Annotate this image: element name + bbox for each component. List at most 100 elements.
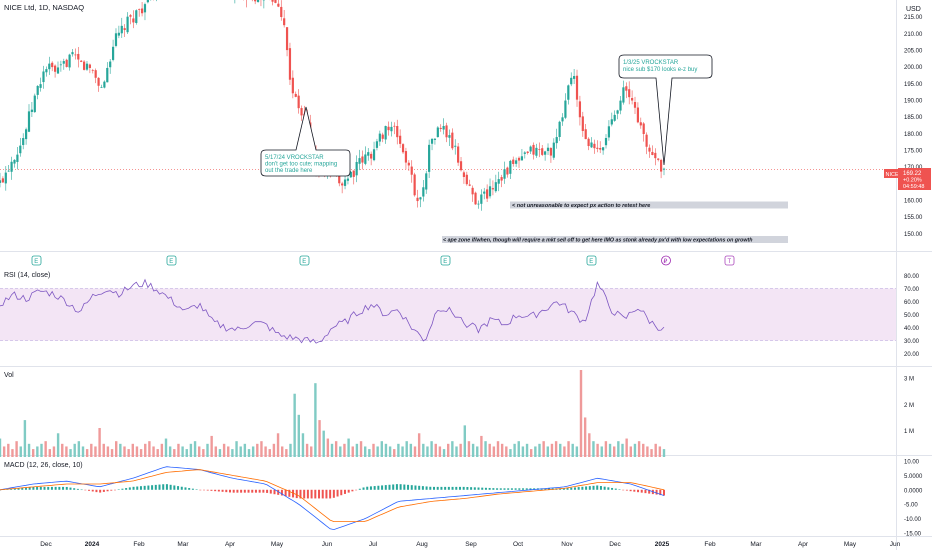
rsi-pane[interactable] bbox=[0, 278, 896, 344]
macd-histogram-bar bbox=[625, 489, 628, 491]
earnings-marker[interactable]: E bbox=[299, 255, 310, 266]
candle-body bbox=[117, 32, 120, 36]
volume-bar bbox=[447, 443, 450, 457]
volume-bar bbox=[247, 449, 251, 457]
volume-bar bbox=[256, 443, 259, 457]
volume-pane[interactable] bbox=[0, 370, 666, 457]
macd-histogram-bar bbox=[381, 485, 384, 490]
candle-body bbox=[300, 108, 303, 116]
candle-body bbox=[59, 64, 62, 66]
candle-body bbox=[535, 147, 538, 156]
time-axis[interactable]: Dec 2024 Feb Mar Apr May Jun Jul Aug Sep Oct Nov Dec… bbox=[40, 541, 900, 548]
volume-bar bbox=[139, 449, 143, 457]
candle-body bbox=[283, 18, 286, 26]
volume-bar bbox=[637, 441, 641, 457]
candle-body bbox=[410, 166, 413, 175]
candle-body bbox=[33, 95, 36, 113]
macd-histogram-bar bbox=[269, 489, 272, 494]
candle-body bbox=[520, 156, 524, 161]
earnings-marker[interactable]: E bbox=[166, 255, 177, 266]
candle-body bbox=[512, 159, 515, 164]
volume-label[interactable]: Vol bbox=[4, 372, 14, 379]
rsi-axis-tick-label: 80.00 bbox=[904, 274, 920, 280]
candle-body bbox=[77, 53, 80, 60]
macd-histogram-bar bbox=[358, 488, 361, 490]
price-axis-tick-label: 180.00 bbox=[904, 132, 923, 138]
macd-histogram-bar bbox=[447, 486, 450, 490]
volume-bar bbox=[434, 443, 437, 457]
candle-body bbox=[480, 194, 483, 204]
macd-histogram-bar bbox=[43, 486, 46, 490]
earnings-marker[interactable]: E bbox=[31, 255, 42, 266]
macd-histogram-bar bbox=[39, 486, 42, 490]
volume-bar bbox=[189, 443, 193, 457]
currency-label[interactable]: USD bbox=[906, 6, 921, 13]
candle-body bbox=[442, 126, 445, 130]
volume-bar bbox=[451, 441, 454, 457]
macd-histogram-bar bbox=[640, 489, 643, 493]
rsi-label[interactable]: RSI (14, close) bbox=[4, 272, 50, 279]
candle-body bbox=[256, 0, 260, 2]
price-pane[interactable] bbox=[0, 0, 896, 211]
earnings-marker[interactable]: E bbox=[440, 255, 451, 266]
volume-bar bbox=[85, 449, 89, 457]
volume-bar bbox=[476, 446, 479, 457]
candle-body bbox=[454, 145, 457, 147]
macd-histogram-bar bbox=[373, 486, 376, 490]
annotation-callout-2[interactable]: 1/3/25 VROCKSTAR nice sub $170 looks e-z… bbox=[618, 54, 713, 166]
candle-body bbox=[277, 3, 280, 7]
candle-body bbox=[567, 85, 570, 100]
retest-zone-label: < not unreasonable to expect px action t… bbox=[512, 203, 650, 209]
symbol-title[interactable]: NICE Ltd, 1D, NASDAQ bbox=[4, 3, 84, 12]
macd-histogram-bar bbox=[440, 486, 443, 490]
macd-histogram-bar bbox=[488, 487, 491, 490]
macd-histogram-bar bbox=[306, 489, 309, 499]
candle-body bbox=[642, 123, 645, 134]
macd-histogram-bar bbox=[117, 489, 120, 490]
candle-body bbox=[30, 109, 33, 112]
volume-bar bbox=[310, 446, 313, 457]
macd-axis-tick-label: 0.0000 bbox=[904, 488, 923, 494]
candle-body bbox=[596, 147, 599, 149]
volume-bar bbox=[110, 449, 114, 457]
rsi-line bbox=[0, 278, 665, 344]
earnings-marker[interactable]: E bbox=[586, 255, 597, 266]
candle-body bbox=[361, 156, 364, 163]
volume-bar bbox=[65, 446, 68, 457]
signal-line bbox=[0, 469, 665, 522]
price-axes[interactable]: 215.00 210.00 205.00 200.00 195.00 190.00 185.… bbox=[904, 15, 923, 537]
dividend-marker[interactable]: ₽ bbox=[661, 255, 671, 266]
macd-histogram-bar bbox=[214, 489, 217, 492]
volume-bar bbox=[401, 446, 404, 457]
price-axis-tick-label: 190.00 bbox=[904, 99, 923, 105]
macd-histogram-bar bbox=[655, 489, 658, 495]
volume-bar bbox=[293, 393, 296, 457]
candle-body bbox=[45, 69, 48, 73]
macd-histogram-bar bbox=[522, 488, 525, 490]
volume-bar bbox=[583, 417, 587, 457]
price-axis-tick-label: 210.00 bbox=[904, 32, 923, 38]
macd-histogram-bar bbox=[165, 484, 168, 490]
volume-bar bbox=[364, 446, 367, 457]
volume-bar bbox=[467, 441, 471, 457]
macd-histogram-bar bbox=[180, 486, 183, 490]
macd-pane[interactable] bbox=[0, 466, 665, 531]
ape-zone[interactable]: < ape zone if/when, though will require … bbox=[442, 236, 788, 244]
candle-body bbox=[404, 151, 408, 163]
macd-histogram-bar bbox=[473, 487, 476, 490]
macd-histogram-bar bbox=[429, 486, 432, 490]
macd-histogram-bar bbox=[399, 484, 402, 490]
t-marker[interactable]: T bbox=[724, 255, 735, 266]
time-axis-tick-label: Apr bbox=[225, 541, 236, 548]
candle-body bbox=[71, 52, 74, 55]
macd-histogram-bar bbox=[340, 489, 343, 496]
price-axis-tick-label: 150.00 bbox=[904, 232, 923, 238]
candle-body bbox=[587, 138, 590, 147]
annotation-callout-1[interactable]: 5/17/24 VROCKSTAR don't get too cute; ma… bbox=[260, 106, 351, 177]
candle-body bbox=[271, 0, 274, 2]
volume-bar bbox=[575, 446, 579, 457]
macd-histogram-bar bbox=[236, 489, 239, 493]
macd-label[interactable]: MACD (12, 26, close, 10) bbox=[4, 462, 83, 469]
retest-zone[interactable]: < not unreasonable to expect px action t… bbox=[510, 201, 788, 210]
macd-histogram-bar bbox=[262, 489, 265, 493]
